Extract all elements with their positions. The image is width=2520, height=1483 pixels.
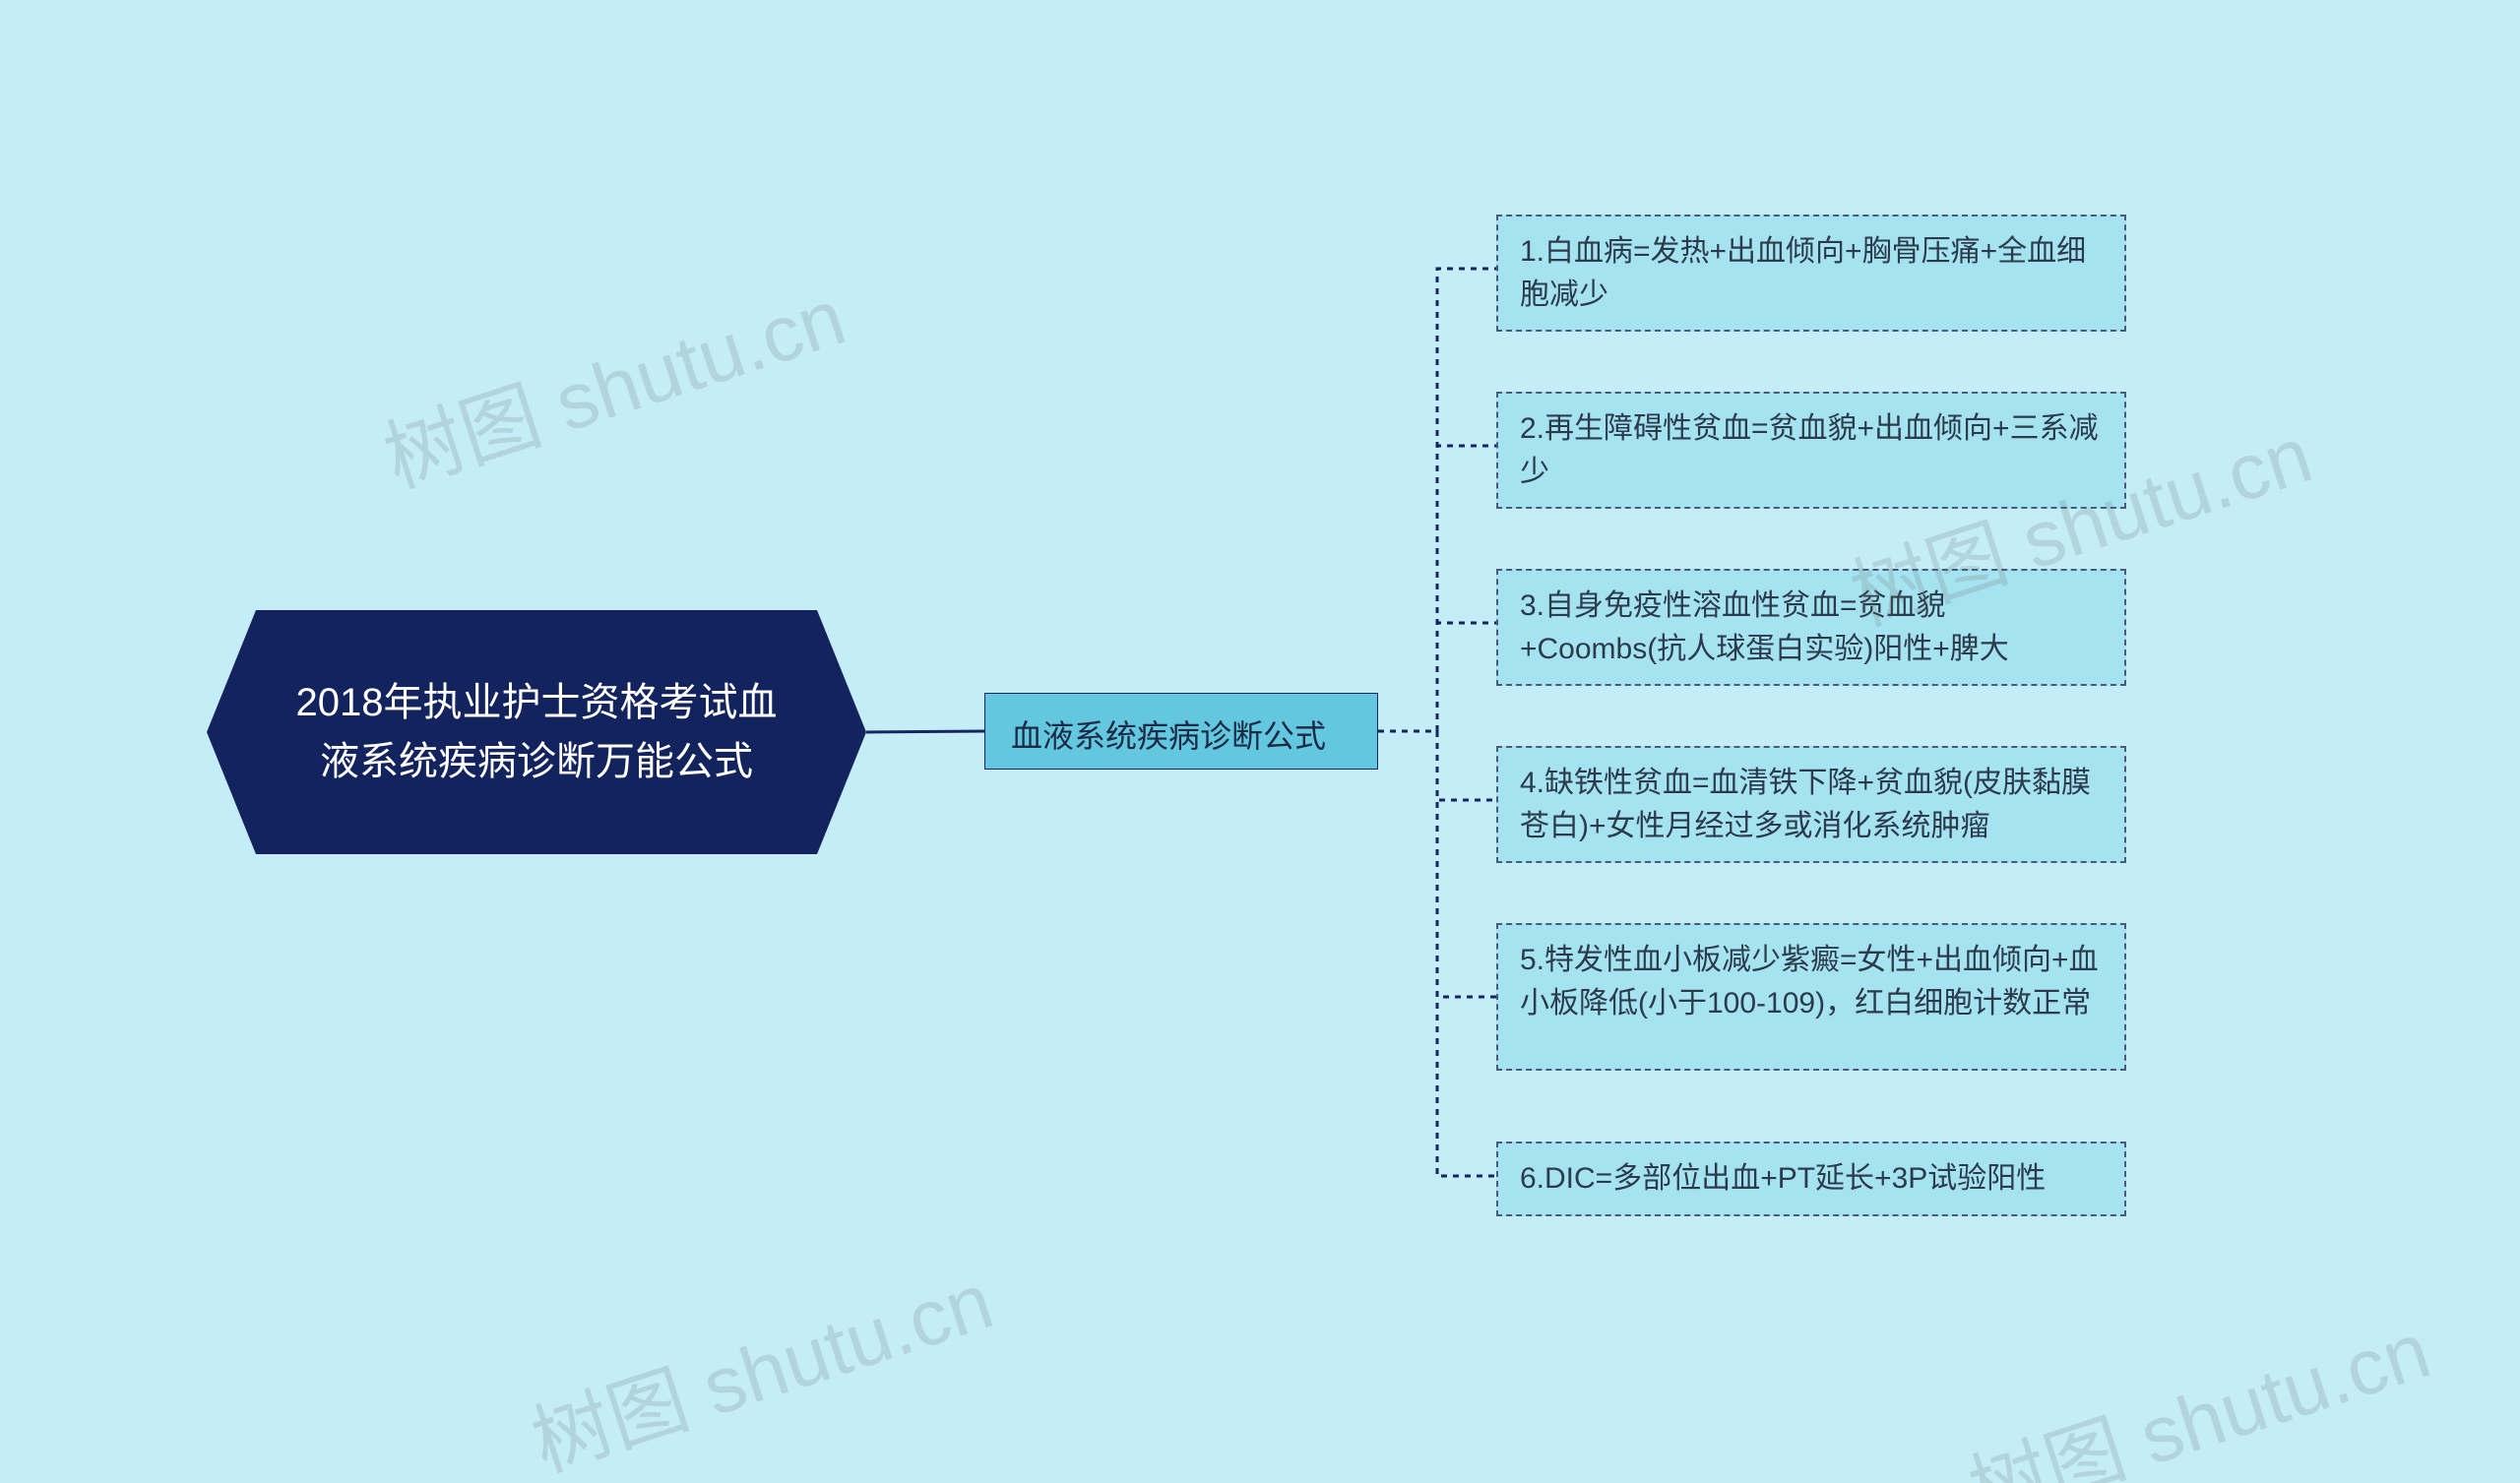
leaf-label: 6.DIC=多部位出血+PT延长+3P试验阳性: [1520, 1162, 2046, 1195]
watermark-text: 树图 shutu.cn: [516, 1238, 1005, 1483]
mindmap-canvas: 2018年执业护士资格考试血液系统疾病诊断万能公式 血液系统疾病诊断公式 1.白…: [0, 0, 2520, 1483]
leaf-label: 2.再生障碍性贫血=贫血貌+出血倾向+三系减少: [1520, 412, 2099, 488]
leaf-label: 4.缺铁性贫血=血清铁下降+贫血貌(皮肤黏膜苍白)+女性月经过多或消化系统肿瘤: [1520, 767, 2091, 842]
leaf-node: 3.自身免疫性溶血性贫血=贫血貌+Coombs(抗人球蛋白实验)阳性+脾大: [1496, 569, 2126, 686]
watermark-text: 树图 shutu.cn: [368, 254, 857, 510]
leaf-label: 5.特发性血小板减少紫癜=女性+出血倾向+血小板降低(小于100-109)，红白…: [1520, 944, 2099, 1020]
mid-label: 血液系统疾病诊断公式: [1011, 718, 1326, 754]
root-label: 2018年执业护士资格考试血液系统疾病诊断万能公式: [295, 673, 778, 791]
mid-node: 血液系统疾病诊断公式: [984, 693, 1378, 770]
leaf-node: 5.特发性血小板减少紫癜=女性+出血倾向+血小板降低(小于100-109)，红白…: [1496, 923, 2126, 1071]
leaf-node: 6.DIC=多部位出血+PT延长+3P试验阳性: [1496, 1142, 2126, 1216]
leaf-label: 3.自身免疫性溶血性贫血=贫血貌+Coombs(抗人球蛋白实验)阳性+脾大: [1520, 589, 2009, 665]
leaf-node: 4.缺铁性贫血=血清铁下降+贫血貌(皮肤黏膜苍白)+女性月经过多或消化系统肿瘤: [1496, 746, 2126, 863]
watermark-text: 树图 shutu.cn: [1953, 1287, 2442, 1483]
leaf-node: 1.白血病=发热+出血倾向+胸骨压痛+全血细胞减少: [1496, 215, 2126, 332]
root-node: 2018年执业护士资格考试血液系统疾病诊断万能公式: [256, 610, 817, 854]
leaf-node: 2.再生障碍性贫血=贫血貌+出血倾向+三系减少: [1496, 392, 2126, 509]
leaf-label: 1.白血病=发热+出血倾向+胸骨压痛+全血细胞减少: [1520, 235, 2086, 311]
